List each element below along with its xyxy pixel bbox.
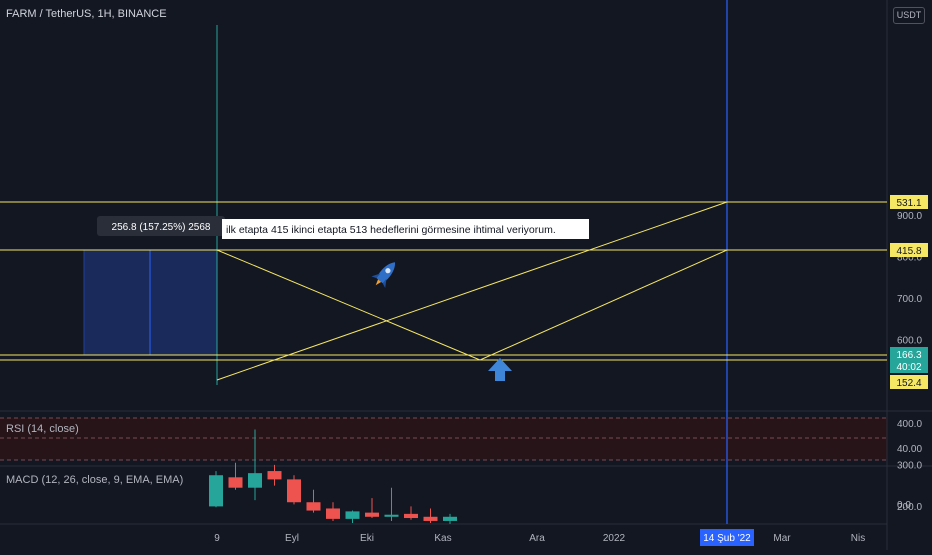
candle-body xyxy=(267,471,282,480)
candle-body xyxy=(365,512,379,517)
rocket-icon[interactable] xyxy=(369,256,402,291)
candle-body xyxy=(423,516,438,521)
candle-body xyxy=(228,477,243,488)
candle xyxy=(228,462,243,490)
y-tick-label: 800.0 xyxy=(897,253,922,264)
macd-tick: 0.0 xyxy=(897,500,911,511)
candle-body xyxy=(287,479,301,503)
x-tick-label: Nis xyxy=(851,533,865,544)
candle xyxy=(326,502,340,521)
x-tick-label: Kas xyxy=(434,533,451,544)
y-tick-label: 300.0 xyxy=(897,460,922,471)
annotation-text: ilk etapta 415 ikinci etapta 513 hedefle… xyxy=(226,224,556,236)
price-tag-415-text: 415.8 xyxy=(896,246,921,257)
rsi-band xyxy=(0,418,887,460)
x-tick-label: 2022 xyxy=(603,533,626,544)
price-tag-531 xyxy=(890,195,928,209)
candle xyxy=(209,471,223,508)
candle xyxy=(384,487,399,521)
time-highlight-box xyxy=(700,529,754,546)
symbol-title[interactable]: FARM / TetherUS, 1H, BINANCE xyxy=(6,8,167,20)
measure-label-box xyxy=(97,216,225,236)
candle xyxy=(345,510,360,524)
candle-body xyxy=(326,508,340,519)
candles xyxy=(209,429,457,524)
y-tick-label: 400.0 xyxy=(897,419,922,430)
x-tick-label: Ara xyxy=(529,533,545,544)
up-arrow-icon[interactable] xyxy=(488,358,512,381)
price-tag-415 xyxy=(890,243,928,257)
candle xyxy=(443,513,457,524)
y-tick-label: 600.0 xyxy=(897,336,922,347)
y-tick-label: 700.0 xyxy=(897,294,922,305)
y-tick-label: 900.0 xyxy=(897,211,922,222)
annotation-box[interactable] xyxy=(222,219,589,239)
time-scale[interactable]: 9 Eyl Eki Kas Ara 2022 Mar Nis xyxy=(214,533,865,544)
current-price-tag xyxy=(890,347,928,373)
current-price: 166.3 xyxy=(896,350,921,361)
time-highlight: 14 Şub '22 xyxy=(703,533,751,544)
trend-line-down[interactable] xyxy=(216,249,481,361)
price-tag-531-text: 531.1 xyxy=(896,198,921,209)
currency-button[interactable]: USDT xyxy=(893,7,925,24)
candle-body xyxy=(345,511,360,519)
rsi-tick: 40.00 xyxy=(897,444,922,455)
countdown: 40:02 xyxy=(896,362,921,373)
candle xyxy=(306,489,321,513)
candle-body xyxy=(384,514,399,517)
candle xyxy=(365,498,379,519)
x-tick-label: 9 xyxy=(214,533,220,544)
candle-body xyxy=(209,475,223,507)
candle xyxy=(287,475,301,505)
candle-body xyxy=(306,502,321,511)
price-tag-152 xyxy=(890,375,928,389)
price-tag-152-text: 152.4 xyxy=(896,378,921,389)
x-tick-label: Eki xyxy=(360,533,374,544)
macd-indicator-label[interactable]: MACD (12, 26, close, 9, EMA, EMA) xyxy=(6,474,184,486)
candle xyxy=(423,508,438,524)
trend-line-up-531[interactable] xyxy=(216,201,728,381)
rsi-indicator-label[interactable]: RSI (14, close) xyxy=(6,423,79,435)
y-tick-label: 200.0 xyxy=(897,502,922,513)
candle xyxy=(404,506,418,520)
measure-label: 256.8 (157.25%) 2568 xyxy=(112,222,211,233)
candle xyxy=(267,464,282,486)
trend-line-up-415[interactable] xyxy=(479,249,728,361)
candle-body xyxy=(248,473,262,488)
x-tick-label: Mar xyxy=(773,533,791,544)
candle-body xyxy=(443,516,457,521)
x-tick-label: Eyl xyxy=(285,533,299,544)
candle xyxy=(248,429,262,501)
candle-body xyxy=(404,513,418,519)
